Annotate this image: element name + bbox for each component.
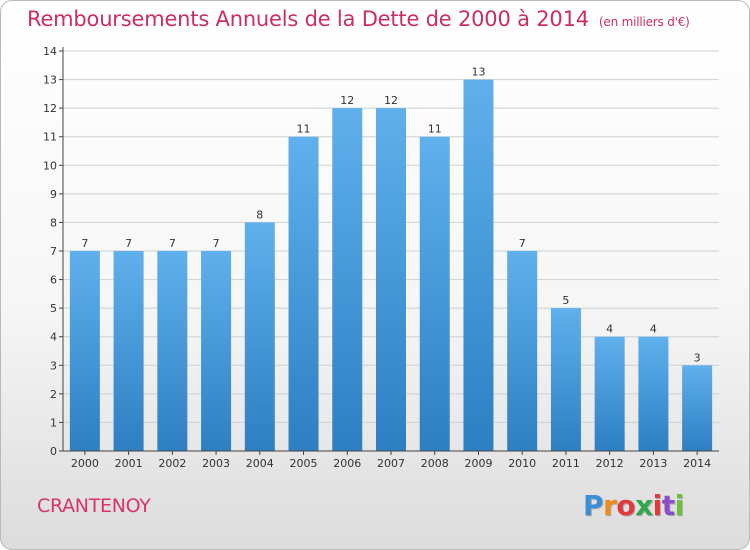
bar bbox=[244, 222, 275, 451]
y-tick-label: 5 bbox=[50, 302, 57, 315]
x-tick-label: 2006 bbox=[333, 457, 361, 470]
logo-letter: r bbox=[603, 489, 617, 522]
bar bbox=[550, 308, 581, 451]
y-tick-label: 14 bbox=[43, 45, 57, 58]
bars bbox=[69, 79, 713, 452]
x-tick-label: 2010 bbox=[508, 457, 536, 470]
data-label: 7 bbox=[81, 237, 88, 250]
y-tick-label: 1 bbox=[50, 416, 57, 429]
y-tick-label: 9 bbox=[50, 188, 57, 201]
x-tick-label: 2005 bbox=[290, 457, 318, 470]
data-label: 13 bbox=[471, 66, 485, 79]
x-tick-label: 2011 bbox=[552, 457, 580, 470]
x-tick-label: 2013 bbox=[639, 457, 667, 470]
chart-title: Remboursements Annuels de la Dette de 20… bbox=[27, 7, 690, 31]
y-tick-label: 12 bbox=[43, 102, 57, 115]
chart-title-text: Remboursements Annuels de la Dette de 20… bbox=[27, 7, 589, 31]
x-tick-label: 2002 bbox=[158, 457, 186, 470]
x-tick-label: 2008 bbox=[421, 457, 449, 470]
x-tick-label: 2003 bbox=[202, 457, 230, 470]
logo-letter: i bbox=[652, 489, 663, 522]
logo-letter: i bbox=[674, 489, 685, 522]
y-tick-label: 6 bbox=[50, 274, 57, 287]
bar bbox=[332, 108, 363, 452]
data-label: 7 bbox=[169, 237, 176, 250]
y-tick-label: 7 bbox=[50, 245, 57, 258]
data-label: 7 bbox=[519, 237, 526, 250]
logo-letter: x bbox=[635, 489, 653, 522]
data-label: 5 bbox=[562, 294, 569, 307]
x-tick-label: 2012 bbox=[596, 457, 624, 470]
bar bbox=[157, 251, 188, 451]
data-label: 3 bbox=[694, 351, 701, 364]
chart-unit: (en milliers d'€) bbox=[598, 15, 690, 29]
data-label: 8 bbox=[256, 208, 263, 221]
logo-letter: P bbox=[583, 489, 604, 522]
bar bbox=[113, 251, 144, 451]
x-tick-label: 2001 bbox=[115, 457, 143, 470]
x-tick-label: 2009 bbox=[464, 457, 492, 470]
bar bbox=[419, 136, 450, 451]
bar bbox=[594, 336, 625, 451]
bar bbox=[69, 251, 100, 451]
data-label: 12 bbox=[384, 94, 398, 107]
y-tick-label: 11 bbox=[43, 131, 57, 144]
commune-name: CRANTENOY bbox=[37, 495, 151, 517]
data-label: 12 bbox=[340, 94, 354, 107]
proxiti-logo: Proxiti bbox=[583, 489, 684, 522]
data-label: 7 bbox=[125, 237, 132, 250]
x-tick-label: 2004 bbox=[246, 457, 274, 470]
x-tick-label: 2007 bbox=[377, 457, 405, 470]
bar bbox=[201, 251, 232, 451]
bar bbox=[376, 108, 406, 452]
y-tick-label: 10 bbox=[43, 159, 57, 172]
logo-letter: o bbox=[616, 489, 636, 522]
y-tick-label: 2 bbox=[50, 388, 57, 401]
data-label: 11 bbox=[297, 123, 311, 136]
bar bbox=[638, 336, 669, 451]
y-tick-label: 13 bbox=[43, 74, 57, 87]
bar bbox=[682, 365, 713, 451]
data-label: 11 bbox=[428, 123, 442, 136]
axes bbox=[59, 47, 719, 455]
bar bbox=[507, 251, 538, 451]
y-tick-label: 8 bbox=[50, 216, 57, 229]
x-tick-label: 2000 bbox=[71, 457, 99, 470]
y-tick-label: 0 bbox=[50, 445, 57, 458]
data-label: 4 bbox=[650, 323, 657, 336]
y-tick-label: 4 bbox=[50, 331, 57, 344]
data-label: 4 bbox=[606, 323, 613, 336]
y-tick-label: 3 bbox=[50, 359, 57, 372]
bar bbox=[463, 79, 494, 452]
logo-letter: t bbox=[661, 489, 675, 522]
data-label: 7 bbox=[213, 237, 220, 250]
labels: 0123456789101112131472000720017200272003… bbox=[43, 45, 711, 470]
x-tick-label: 2014 bbox=[683, 457, 711, 470]
bar bbox=[288, 136, 319, 451]
